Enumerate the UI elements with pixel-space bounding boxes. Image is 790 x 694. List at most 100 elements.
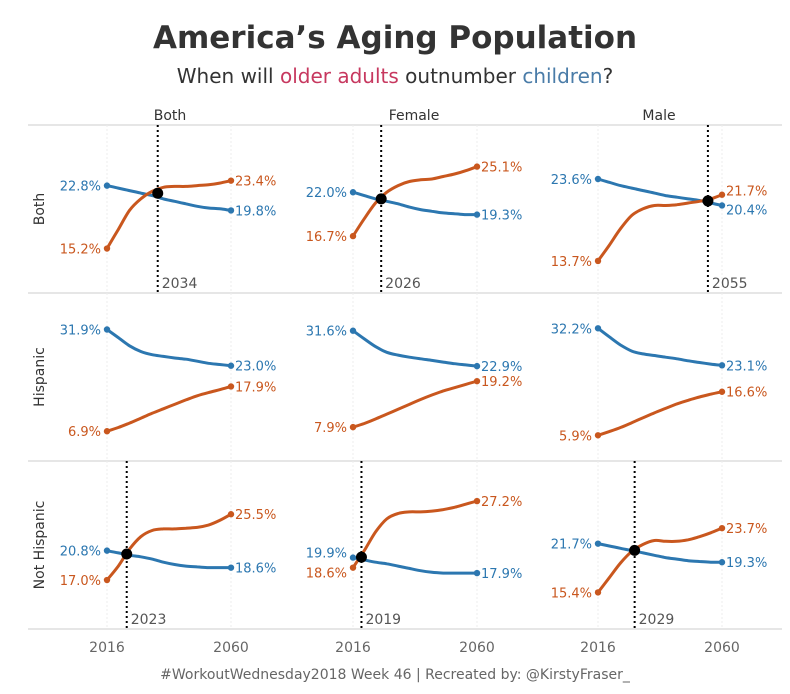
older-adults-start-point xyxy=(349,232,357,240)
chart-title: America’s Aging Population xyxy=(152,20,638,56)
children-start-point xyxy=(594,325,602,332)
row-header: Hispanic xyxy=(32,347,48,407)
older-adults-series-line xyxy=(596,526,724,594)
older-adults-start-point xyxy=(103,576,111,584)
older-adults-series-line xyxy=(105,385,233,433)
older-adults-end-label: 23.4% xyxy=(235,175,276,190)
children-series-line xyxy=(351,556,479,575)
children-start-label: 31.9% xyxy=(60,324,101,339)
children-series-line xyxy=(351,329,479,368)
crossover-year-label: 2055 xyxy=(712,276,748,292)
children-series-line xyxy=(105,184,233,212)
older-adults-end-label: 17.9% xyxy=(235,380,276,395)
children-series-line xyxy=(596,326,724,367)
children-end-label: 19.3% xyxy=(481,209,522,224)
children-start-point xyxy=(349,189,357,196)
children-end-label: 19.3% xyxy=(726,556,767,571)
subtitle-older-adults: older adults xyxy=(279,64,399,88)
children-start-label: 23.6% xyxy=(551,173,592,188)
panel-both-female: 2026 16.7% 25.1% 22.0% 19.3% xyxy=(306,125,522,293)
older-adults-series-line xyxy=(351,499,479,570)
older-adults-start-point xyxy=(594,432,602,439)
older-adults-series-line xyxy=(596,390,724,437)
crossover-year-label: 2019 xyxy=(365,612,401,628)
crossover-point-marker xyxy=(375,193,387,205)
footer-credit: #WorkoutWednesday2018 Week 46 | Recreate… xyxy=(160,667,630,683)
older-adults-end-point xyxy=(227,177,235,184)
column-header: Female xyxy=(389,108,440,124)
older-adults-series-line xyxy=(351,165,479,238)
older-adults-start-label: 6.9% xyxy=(68,425,101,440)
older-adults-start-point xyxy=(103,428,111,435)
older-adults-start-label: 5.9% xyxy=(559,429,592,444)
older-adults-start-point xyxy=(103,245,111,252)
children-end-point xyxy=(718,559,726,566)
crossover-point-marker xyxy=(355,551,367,563)
children-start-point xyxy=(594,175,602,183)
panel-hispanic-female: 7.9% 19.2% 31.6% 22.9% xyxy=(306,325,523,436)
panel-not-hispanic-female: 2019 18.6% 27.2% 19.9% 17.9% xyxy=(306,461,522,629)
older-adults-end-point xyxy=(227,511,235,518)
older-adults-end-label: 25.5% xyxy=(235,508,276,523)
panel-not-hispanic-male: 2029 15.4% 23.7% 21.7% 19.3% xyxy=(551,461,767,629)
children-series-line xyxy=(105,328,233,368)
children-start-label: 32.2% xyxy=(551,322,592,337)
x-tick-label: 2060 xyxy=(213,640,249,656)
children-start-label: 21.7% xyxy=(551,538,592,553)
children-end-label: 18.6% xyxy=(235,562,276,577)
older-adults-end-label: 21.7% xyxy=(726,185,767,200)
older-adults-series-line xyxy=(351,379,479,429)
children-end-point xyxy=(473,569,481,577)
panel-both-male: 2055 13.7% 21.7% 23.6% 20.4% xyxy=(551,125,767,293)
children-end-label: 17.9% xyxy=(481,567,522,582)
children-start-point xyxy=(349,327,357,334)
older-adults-end-label: 16.6% xyxy=(726,386,767,401)
older-adults-end-point xyxy=(718,191,726,198)
children-start-label: 22.0% xyxy=(306,186,347,201)
children-start-label: 31.6% xyxy=(306,325,347,340)
older-adults-start-point xyxy=(594,257,602,265)
x-tick-label: 2060 xyxy=(704,640,740,656)
crossover-year-label: 2023 xyxy=(131,612,167,628)
children-start-label: 22.8% xyxy=(60,180,101,195)
subtitle-suffix: ? xyxy=(602,64,614,88)
children-start-label: 20.8% xyxy=(60,545,101,560)
older-adults-start-label: 15.2% xyxy=(60,243,101,258)
panel-hispanic-male: 5.9% 16.6% 32.2% 23.1% xyxy=(551,322,768,444)
older-adults-series-line xyxy=(105,512,233,582)
panel-not-hispanic-both: 2023 17.0% 25.5% 20.8% 18.6% xyxy=(60,461,276,629)
children-end-point xyxy=(718,202,726,209)
older-adults-end-point xyxy=(227,383,235,390)
children-end-label: 20.4% xyxy=(726,203,767,218)
children-start-point xyxy=(594,540,602,547)
children-series-line xyxy=(351,190,479,217)
children-end-label: 19.8% xyxy=(235,204,276,219)
older-adults-start-label: 13.7% xyxy=(551,255,592,270)
older-adults-start-label: 17.0% xyxy=(60,574,101,589)
children-end-point xyxy=(227,362,235,369)
column-header: Both xyxy=(154,108,187,124)
column-header: Male xyxy=(642,108,675,124)
older-adults-end-point xyxy=(473,163,481,170)
crossover-year-label: 2026 xyxy=(385,276,421,292)
older-adults-series-line xyxy=(596,193,724,263)
children-start-point xyxy=(103,547,111,554)
subtitle-middle: outnumber xyxy=(398,64,523,88)
older-adults-start-point xyxy=(349,564,357,571)
subtitle-prefix: When will xyxy=(176,64,280,88)
children-end-point xyxy=(718,362,726,369)
older-adults-start-point xyxy=(594,589,602,596)
children-end-point xyxy=(473,211,481,218)
chart-subtitle: When will older adults outnumber childre… xyxy=(0,64,790,88)
older-adults-start-label: 7.9% xyxy=(314,421,347,436)
older-adults-end-label: 25.1% xyxy=(481,161,522,176)
crossover-point-marker xyxy=(629,544,641,556)
x-tick-label: 2060 xyxy=(459,640,495,656)
children-start-point xyxy=(103,182,111,189)
older-adults-series-line xyxy=(105,179,233,250)
x-tick-label: 2016 xyxy=(89,640,125,656)
children-end-label: 23.0% xyxy=(235,360,276,375)
crossover-year-label: 2029 xyxy=(639,612,675,628)
older-adults-end-point xyxy=(718,388,726,395)
x-tick-label: 2016 xyxy=(335,640,371,656)
